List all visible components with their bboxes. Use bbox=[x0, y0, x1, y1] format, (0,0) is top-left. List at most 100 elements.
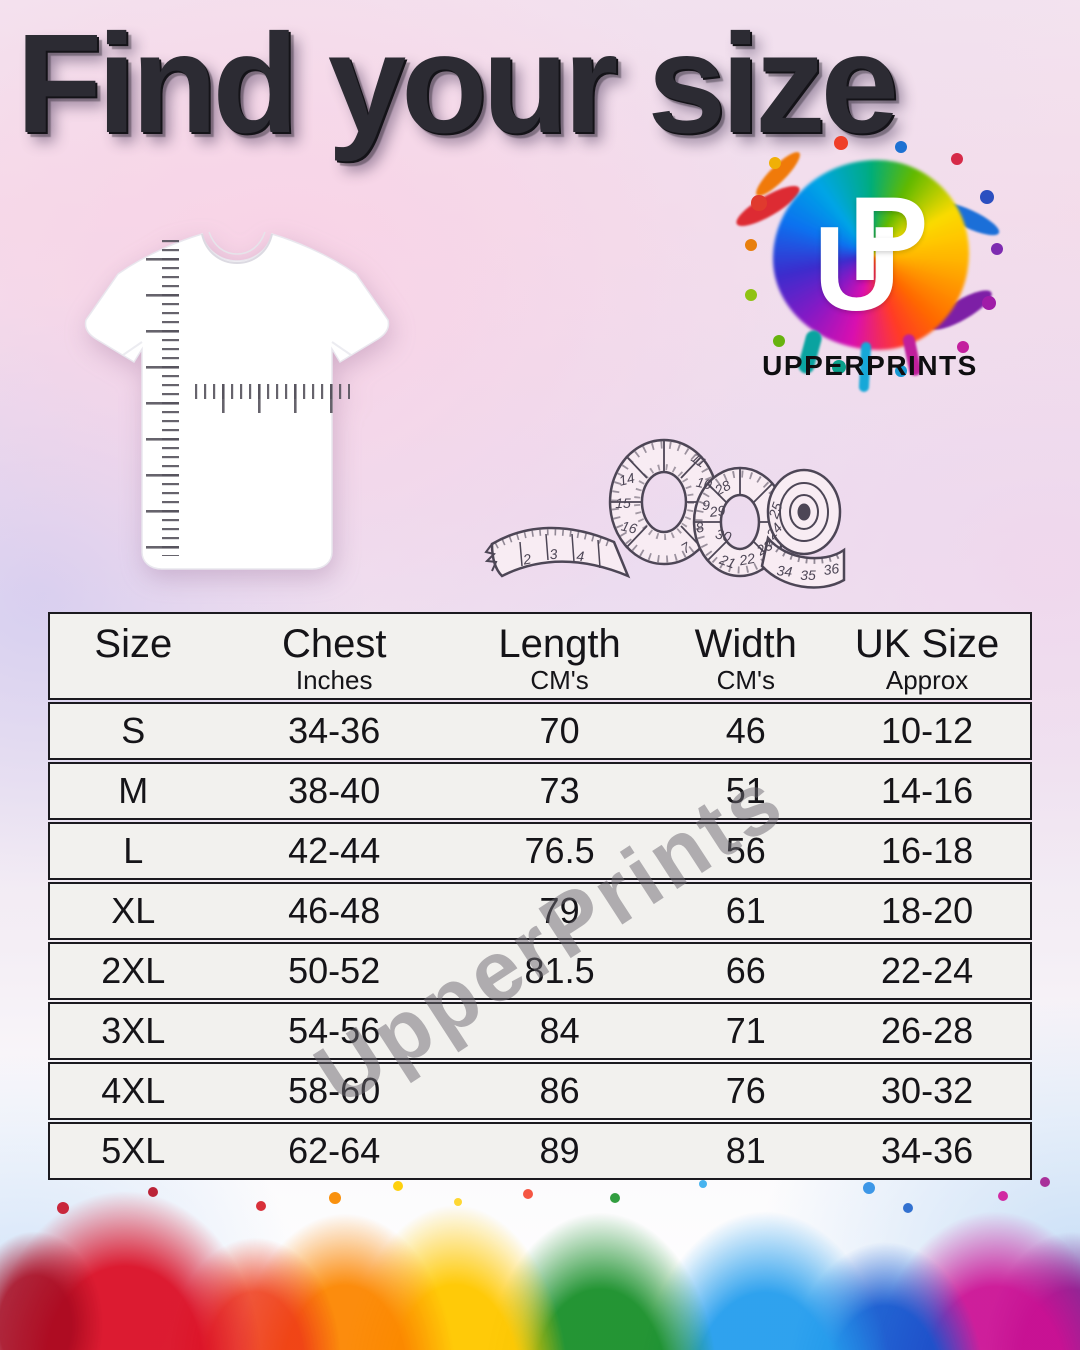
column-header-label: Length bbox=[498, 622, 621, 666]
table-cell-length: 76.5 bbox=[524, 830, 595, 871]
table-cell-width: 81 bbox=[725, 1130, 766, 1171]
column-header-size: Size bbox=[50, 614, 217, 698]
column-header-label: Width bbox=[694, 622, 797, 666]
table-cell-chest: 50-52 bbox=[288, 950, 381, 991]
table-row: 3XL 54-56 84 71 26-28 bbox=[48, 1002, 1032, 1060]
table-cell-width: 46 bbox=[725, 710, 766, 751]
table-cell-length: 79 bbox=[539, 890, 580, 931]
logo-letter-p: P bbox=[848, 172, 929, 306]
tape-number: 36 bbox=[822, 560, 840, 578]
table-cell-uk-size: 10-12 bbox=[881, 710, 974, 751]
page-title: Find your size bbox=[16, 4, 899, 162]
table-cell-chest: 54-56 bbox=[288, 1010, 381, 1051]
tape-number: 35 bbox=[800, 567, 816, 583]
brand-name: UPPERPRINTS bbox=[762, 350, 978, 381]
table-row: XL 46-48 79 61 18-20 bbox=[48, 882, 1032, 940]
tshirt-collar-inner bbox=[208, 231, 266, 255]
powder-explosion bbox=[0, 1165, 1080, 1350]
table-cell-uk-size: 26-28 bbox=[881, 1010, 974, 1051]
table-header-row: Size Chest Inches Length CM's Width CM's… bbox=[48, 612, 1032, 700]
tshirt-sleeve-seams bbox=[122, 341, 352, 356]
table-cell-size: 4XL bbox=[101, 1070, 166, 1111]
table-cell-uk-size: 14-16 bbox=[881, 770, 974, 811]
column-header-sublabel: Inches bbox=[295, 665, 373, 695]
tape-number: 15 bbox=[615, 495, 631, 511]
tape-number: 9 bbox=[702, 497, 710, 513]
tape-number: 21 bbox=[717, 551, 738, 572]
table-row: 2XL 50-52 81.5 66 22-24 bbox=[48, 942, 1032, 1000]
tape-number: 30 bbox=[714, 525, 734, 545]
column-header-sublabel: CM's bbox=[716, 665, 775, 695]
table-cell-width: 56 bbox=[725, 830, 766, 871]
table-cell-chest: 62-64 bbox=[288, 1130, 381, 1171]
table-cell-chest: 42-44 bbox=[288, 830, 381, 871]
powder-specks bbox=[0, 1165, 6, 1171]
column-header-label: Chest bbox=[281, 622, 387, 666]
table-cell-width: 66 bbox=[725, 950, 766, 991]
table-cell-uk-size: 34-36 bbox=[881, 1130, 974, 1171]
table-cell-uk-size: 18-20 bbox=[881, 890, 974, 931]
table-cell-size: 3XL bbox=[101, 1010, 166, 1051]
size-table: Size Chest Inches Length CM's Width CM's… bbox=[48, 612, 1032, 1182]
table-row: L 42-44 76.5 56 16-18 bbox=[48, 822, 1032, 880]
table-cell-length: 89 bbox=[539, 1130, 580, 1171]
column-header-label: UK Size bbox=[854, 622, 1000, 666]
column-header-sublabel: Approx bbox=[885, 665, 969, 695]
tape-number: 29 bbox=[708, 502, 726, 520]
column-header-length: Length CM's bbox=[452, 614, 668, 698]
table-cell-width: 51 bbox=[725, 770, 766, 811]
table-cell-width: 76 bbox=[725, 1070, 766, 1111]
tape-number: 10 bbox=[695, 474, 714, 493]
table-cell-length: 70 bbox=[539, 710, 580, 751]
table-cell-width: 71 bbox=[725, 1010, 766, 1051]
table-cell-chest: 46-48 bbox=[288, 890, 381, 931]
table-cell-length: 84 bbox=[539, 1010, 580, 1051]
table-cell-uk-size: 30-32 bbox=[881, 1070, 974, 1111]
tape-number: 14 bbox=[617, 469, 636, 488]
tape-number: 8 bbox=[694, 518, 706, 535]
column-header-label: Size bbox=[94, 622, 173, 666]
tape-number: 2 bbox=[521, 550, 533, 567]
column-header-sublabel: CM's bbox=[530, 665, 589, 695]
table-row: M 38-40 73 51 14-16 bbox=[48, 762, 1032, 820]
table-cell-size: 2XL bbox=[101, 950, 166, 991]
tape-number: 25 bbox=[765, 500, 786, 521]
tape-number: 34 bbox=[776, 562, 793, 580]
table-cell-chest: 58-60 bbox=[288, 1070, 381, 1111]
tape-number: 23 bbox=[753, 537, 776, 559]
table-cell-size: XL bbox=[111, 890, 156, 931]
table-cell-size: S bbox=[121, 710, 146, 751]
brand-logo: U P UPPERPRINTS bbox=[731, 147, 1003, 397]
table-cell-chest: 38-40 bbox=[288, 770, 381, 811]
vertical-ruler-long-ticks bbox=[146, 236, 179, 556]
table-cell-length: 73 bbox=[539, 770, 580, 811]
table-cell-length: 86 bbox=[539, 1070, 580, 1111]
tshirt-collar bbox=[201, 233, 273, 265]
column-header-chest: Chest Inches bbox=[217, 614, 452, 698]
horizontal-ruler-long-ticks bbox=[190, 384, 350, 413]
tshirt-illustration bbox=[78, 222, 396, 574]
table-row: 4XL 58-60 86 76 30-32 bbox=[48, 1062, 1032, 1120]
tape-number: 16 bbox=[620, 518, 639, 537]
tape-number: 4 bbox=[576, 548, 585, 565]
table-cell-uk-size: 16-18 bbox=[881, 830, 974, 871]
column-header-uk-size: UK Size Approx bbox=[824, 614, 1030, 698]
tshirt-svg bbox=[84, 231, 390, 570]
table-cell-size: L bbox=[123, 830, 144, 871]
tape-measure-illustration: 2 3 4 14 15 16 11 10 9 8 7 28 29 30 21 2… bbox=[482, 426, 854, 612]
tape-number: 28 bbox=[711, 477, 733, 499]
tape-number: 22 bbox=[737, 550, 756, 569]
logo-letter-u: U bbox=[813, 202, 901, 336]
table-cell-size: M bbox=[118, 770, 149, 811]
table-row: S 34-36 70 46 10-12 bbox=[48, 702, 1032, 760]
column-header-width: Width CM's bbox=[667, 614, 824, 698]
table-cell-chest: 34-36 bbox=[288, 710, 381, 751]
logo-up-monogram: U P bbox=[773, 160, 969, 350]
table-cell-width: 61 bbox=[725, 890, 766, 931]
table-cell-uk-size: 22-24 bbox=[881, 950, 974, 991]
table-cell-size: 5XL bbox=[101, 1130, 166, 1171]
rainbow-splat bbox=[773, 160, 969, 350]
tape-measure-svg: 2 3 4 14 15 16 11 10 9 8 7 28 29 30 21 2… bbox=[484, 438, 846, 589]
table-cell-length: 81.5 bbox=[524, 950, 595, 991]
tape-number: 3 bbox=[549, 546, 559, 563]
